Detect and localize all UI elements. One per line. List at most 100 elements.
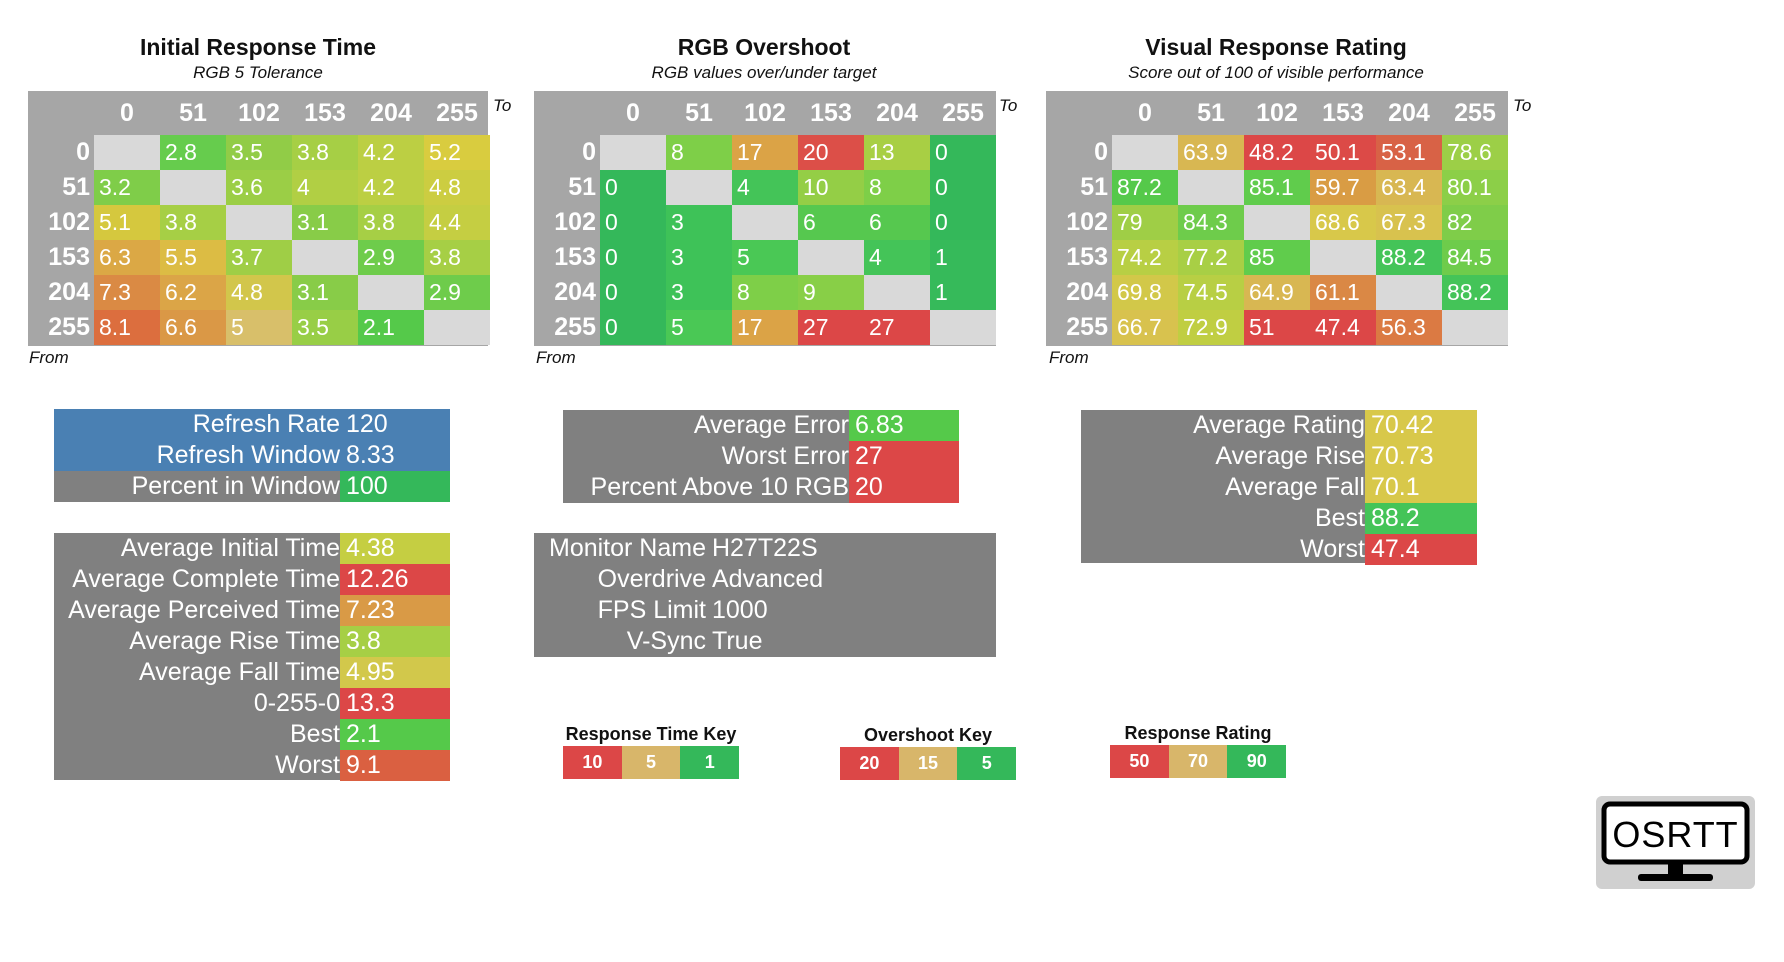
stat-label: Percent Above 10 RGB xyxy=(590,473,849,501)
column-header: 51 xyxy=(1197,99,1225,127)
matrix-cell: 2.9 xyxy=(424,275,490,310)
matrix-cell: 4.4 xyxy=(424,205,490,240)
matrix-cell: 0 xyxy=(930,205,996,240)
stat-value: 4.95 xyxy=(340,657,450,688)
stat-label: Average Rise xyxy=(1215,442,1365,470)
key-swatch: 70 xyxy=(1168,745,1228,778)
matrix-subtitle-response-time: RGB 5 Tolerance xyxy=(193,63,323,82)
matrix-cell: 5 xyxy=(666,310,732,345)
matrix-cell xyxy=(798,240,864,275)
matrix-cell: 0 xyxy=(930,135,996,170)
row-header: 153 xyxy=(1066,243,1108,271)
matrix-cell: 3.8 xyxy=(424,240,490,275)
row-header: 51 xyxy=(568,173,596,201)
matrix-cell: 20 xyxy=(798,135,864,170)
column-header: 204 xyxy=(370,99,412,127)
stat-label: Average Fall Time xyxy=(138,658,340,686)
matrix-cell xyxy=(160,170,226,205)
stat-value: 9.1 xyxy=(340,750,450,781)
matrix-cell: 0 xyxy=(600,205,666,240)
matrix-cell: 6.6 xyxy=(160,310,226,345)
stat-value: 2.1 xyxy=(340,719,450,750)
matrix-cell xyxy=(226,205,292,240)
matrix-cell: 74.2 xyxy=(1112,240,1178,275)
matrix-cell xyxy=(1310,240,1376,275)
stat-value: 13.3 xyxy=(340,688,450,719)
stat-row: Average Error 6.83 xyxy=(563,410,959,441)
matrix-cell: 85.1 xyxy=(1244,170,1310,205)
matrix-cell: 8 xyxy=(732,275,798,310)
response-time-key: 10 5 1 xyxy=(563,746,740,779)
matrix-cell xyxy=(600,135,666,170)
stat-value: True xyxy=(712,627,763,655)
refresh-stats-panel: Refresh Rate 120 Refresh Window 8.33 Percent… xyxy=(54,409,450,502)
matrix-cell: 84.3 xyxy=(1178,205,1244,240)
key-swatch: 1 xyxy=(680,746,740,779)
matrix-cell: 8 xyxy=(666,135,732,170)
stat-row: Average Fall Time 4.95 xyxy=(54,657,450,688)
matrix-cell: 4.2 xyxy=(358,170,424,205)
row-header: 255 xyxy=(48,313,90,341)
stat-label: Average Error xyxy=(693,411,849,439)
matrix-cell xyxy=(424,310,490,345)
matrix-cell: 5.5 xyxy=(160,240,226,275)
matrix-cell: 64.9 xyxy=(1244,275,1310,310)
matrix-cell: 17 xyxy=(732,135,798,170)
matrix-cell: 4 xyxy=(864,240,930,275)
matrix-cell: 4.8 xyxy=(226,275,292,310)
matrix-cell: 88.2 xyxy=(1442,275,1508,310)
stat-row: Average Rise Time 3.8 xyxy=(54,626,450,657)
to-label: To xyxy=(1513,96,1532,115)
matrix-cell: 51 xyxy=(1244,310,1310,345)
column-header: 102 xyxy=(238,99,280,127)
rating-key: 50 70 90 xyxy=(1110,745,1287,778)
stat-row: Worst 47.4 xyxy=(1081,534,1477,565)
column-header: 51 xyxy=(179,99,207,127)
stat-row: Refresh Rate 120 xyxy=(54,409,450,440)
matrix-cell xyxy=(1178,170,1244,205)
matrix-cell: 50.1 xyxy=(1310,135,1376,170)
stat-label: Average Rating xyxy=(1193,411,1365,439)
osrtt-logo: OSRTT xyxy=(1596,796,1755,889)
matrix-cell: 27 xyxy=(798,310,864,345)
matrix-cell: 48.2 xyxy=(1244,135,1310,170)
stat-label: Overdrive xyxy=(597,565,706,593)
from-label: From xyxy=(29,348,69,367)
matrix-cell: 68.6 xyxy=(1310,205,1376,240)
stat-row: Average Complete Time 12.26 xyxy=(54,564,450,595)
matrix-cell: 8.1 xyxy=(94,310,160,345)
matrix-cell: 59.7 xyxy=(1310,170,1376,205)
matrix-cell xyxy=(292,240,358,275)
matrix-cell: 5.2 xyxy=(424,135,490,170)
stat-row: FPS Limit 1000 xyxy=(534,595,996,626)
matrix-cell: 3.2 xyxy=(94,170,160,205)
stat-label: Refresh Rate xyxy=(192,410,340,438)
matrix-cell: 4.2 xyxy=(358,135,424,170)
from-label: From xyxy=(536,348,576,367)
column-header: 51 xyxy=(685,99,713,127)
stat-value: 70.42 xyxy=(1365,410,1477,441)
monitor-logo-icon: OSRTT xyxy=(1601,801,1750,881)
matrix-cell xyxy=(1112,135,1178,170)
matrix-cell xyxy=(1244,205,1310,240)
matrix-cell: 63.9 xyxy=(1178,135,1244,170)
stat-value: 20 xyxy=(849,472,959,503)
column-header: 204 xyxy=(1388,99,1430,127)
row-header: 153 xyxy=(554,243,596,271)
stat-label: Average Rise Time xyxy=(129,627,340,655)
from-label: From xyxy=(1049,348,1089,367)
matrix-cell: 6.3 xyxy=(94,240,160,275)
matrix-cell: 1 xyxy=(930,275,996,310)
stat-row: V-Sync True xyxy=(534,626,996,657)
column-header: 255 xyxy=(942,99,984,127)
matrix-cell: 13 xyxy=(864,135,930,170)
matrix-cell: 9 xyxy=(798,275,864,310)
row-header: 0 xyxy=(1094,138,1108,166)
stat-value: 88.2 xyxy=(1365,503,1477,534)
stat-row: Average Perceived Time 7.23 xyxy=(54,595,450,626)
rating-stats-panel: Average Rating 70.42 Average Rise 70.73 Aver… xyxy=(1081,410,1477,565)
matrix-cell: 3 xyxy=(666,205,732,240)
stat-row: Worst Error 27 xyxy=(563,441,959,472)
matrix-cell: 47.4 xyxy=(1310,310,1376,345)
column-header: 255 xyxy=(436,99,478,127)
